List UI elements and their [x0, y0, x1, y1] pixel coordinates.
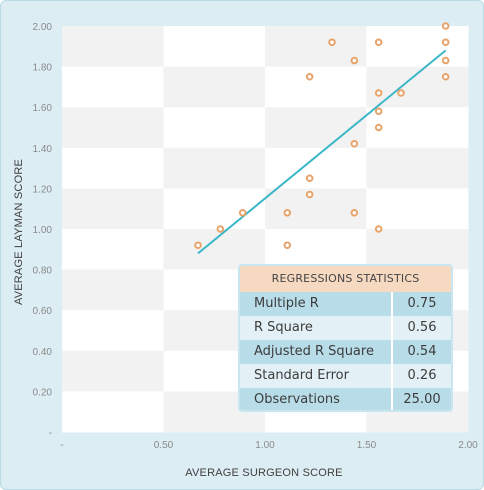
- grid-cell: [265, 147, 367, 189]
- stats-value: 0.75: [391, 292, 451, 316]
- grid-cell: [265, 188, 367, 230]
- data-point: [374, 225, 383, 233]
- grid-cell: [62, 107, 164, 149]
- grid-cell: [62, 269, 164, 311]
- x-axis-ticks: - 0.50 1.00 1.50 2.00: [60, 440, 478, 451]
- grid-cell: [62, 391, 164, 433]
- grid-cell: [62, 229, 164, 271]
- grid-cell: [265, 229, 367, 271]
- stats-value: 25.00: [391, 388, 451, 410]
- grid-cell: [265, 26, 367, 68]
- grid-cell: [163, 229, 266, 271]
- grid-cell: [62, 310, 164, 352]
- data-point: [374, 107, 383, 116]
- data-point: [374, 123, 383, 132]
- y-tick-label: 0.60: [33, 306, 53, 317]
- data-point: [441, 22, 450, 30]
- stats-value: 0.54: [391, 340, 451, 364]
- x-axis-title: AVERAGE SURGEON SCORE: [185, 467, 342, 479]
- x-tick-label: 2.00: [458, 440, 478, 451]
- grid-cell: [163, 147, 266, 189]
- data-point: [238, 208, 247, 217]
- y-axis-ticks: - 0.20 0.40 0.60 0.80 1.00 1.20 1.40 1.60 1.80 2.0…: [33, 22, 53, 439]
- x-tick-label: 0.50: [154, 440, 174, 451]
- data-point: [350, 208, 359, 217]
- stats-label: R Square: [254, 320, 313, 335]
- data-point: [216, 225, 225, 233]
- grid-cell: [62, 147, 164, 189]
- stats-table-title: REGRESSIONS STATISTICS: [240, 266, 451, 292]
- stats-label: Observations: [254, 392, 340, 407]
- grid-cell: [366, 188, 469, 230]
- x-tick-label: 1.50: [357, 440, 377, 451]
- grid-cell: [366, 107, 469, 149]
- data-point: [305, 174, 314, 183]
- stats-row-multiple-r: Multiple R 0.75: [240, 292, 451, 316]
- stats-label: Standard Error: [254, 368, 349, 383]
- x-tick-label: -: [60, 440, 63, 451]
- trendline: [197, 49, 447, 255]
- y-tick-label: 0.20: [33, 387, 53, 398]
- grid-cell: [163, 107, 266, 149]
- y-tick-label: 0.40: [33, 347, 53, 358]
- y-tick-label: 0.80: [33, 266, 53, 277]
- grid-cell: [62, 26, 164, 68]
- data-point: [283, 241, 292, 250]
- stats-row-adjusted-r-square: Adjusted R Square 0.54: [240, 340, 451, 364]
- stats-value: 0.26: [391, 364, 451, 388]
- stats-value: 0.56: [391, 316, 451, 340]
- data-point: [350, 139, 359, 148]
- stats-row-r-square: R Square 0.56: [240, 316, 451, 340]
- y-tick-label: 1.40: [33, 144, 53, 155]
- grid-cell: [62, 66, 164, 108]
- grid-cell: [163, 188, 266, 230]
- data-point: [441, 56, 450, 65]
- data-point: [328, 38, 336, 47]
- y-tick-label: 1.00: [33, 225, 53, 236]
- stats-label: Adjusted R Square: [254, 344, 374, 359]
- data-point: [397, 89, 405, 97]
- y-tick-label: 1.20: [33, 184, 53, 195]
- grid-cell: [62, 188, 164, 230]
- data-point: [441, 38, 450, 47]
- grid-cell: [62, 350, 164, 392]
- data-point: [283, 208, 292, 217]
- y-tick-label: -: [49, 428, 52, 439]
- regression-stats-table: REGRESSIONS STATISTICS Multiple R 0.75 R…: [238, 264, 453, 412]
- stats-row-standard-error: Standard Error 0.26: [240, 364, 451, 388]
- y-tick-label: 1.60: [33, 103, 53, 114]
- y-tick-label: 1.80: [33, 63, 53, 74]
- data-points: [194, 22, 450, 250]
- data-point: [374, 38, 383, 47]
- data-point: [441, 72, 450, 81]
- y-axis-title: AVERAGE LAYMAN SCORE: [13, 159, 25, 305]
- x-tick-label: 1.00: [255, 440, 275, 451]
- trendline-group: [197, 49, 447, 255]
- data-point: [350, 56, 359, 65]
- grid-cell: [265, 66, 367, 108]
- grid-cell: [366, 229, 469, 271]
- grid-cell: [366, 26, 469, 68]
- data-point: [194, 241, 202, 250]
- stats-label: Multiple R: [254, 296, 319, 311]
- stats-row-observations: Observations 25.00: [240, 388, 451, 410]
- data-point: [374, 89, 383, 97]
- grid-cell: [163, 26, 266, 68]
- grid-cell: [163, 66, 266, 108]
- data-point: [305, 190, 314, 199]
- y-tick-label: 2.00: [33, 22, 53, 33]
- data-point: [305, 72, 314, 81]
- grid-cell: [366, 147, 469, 189]
